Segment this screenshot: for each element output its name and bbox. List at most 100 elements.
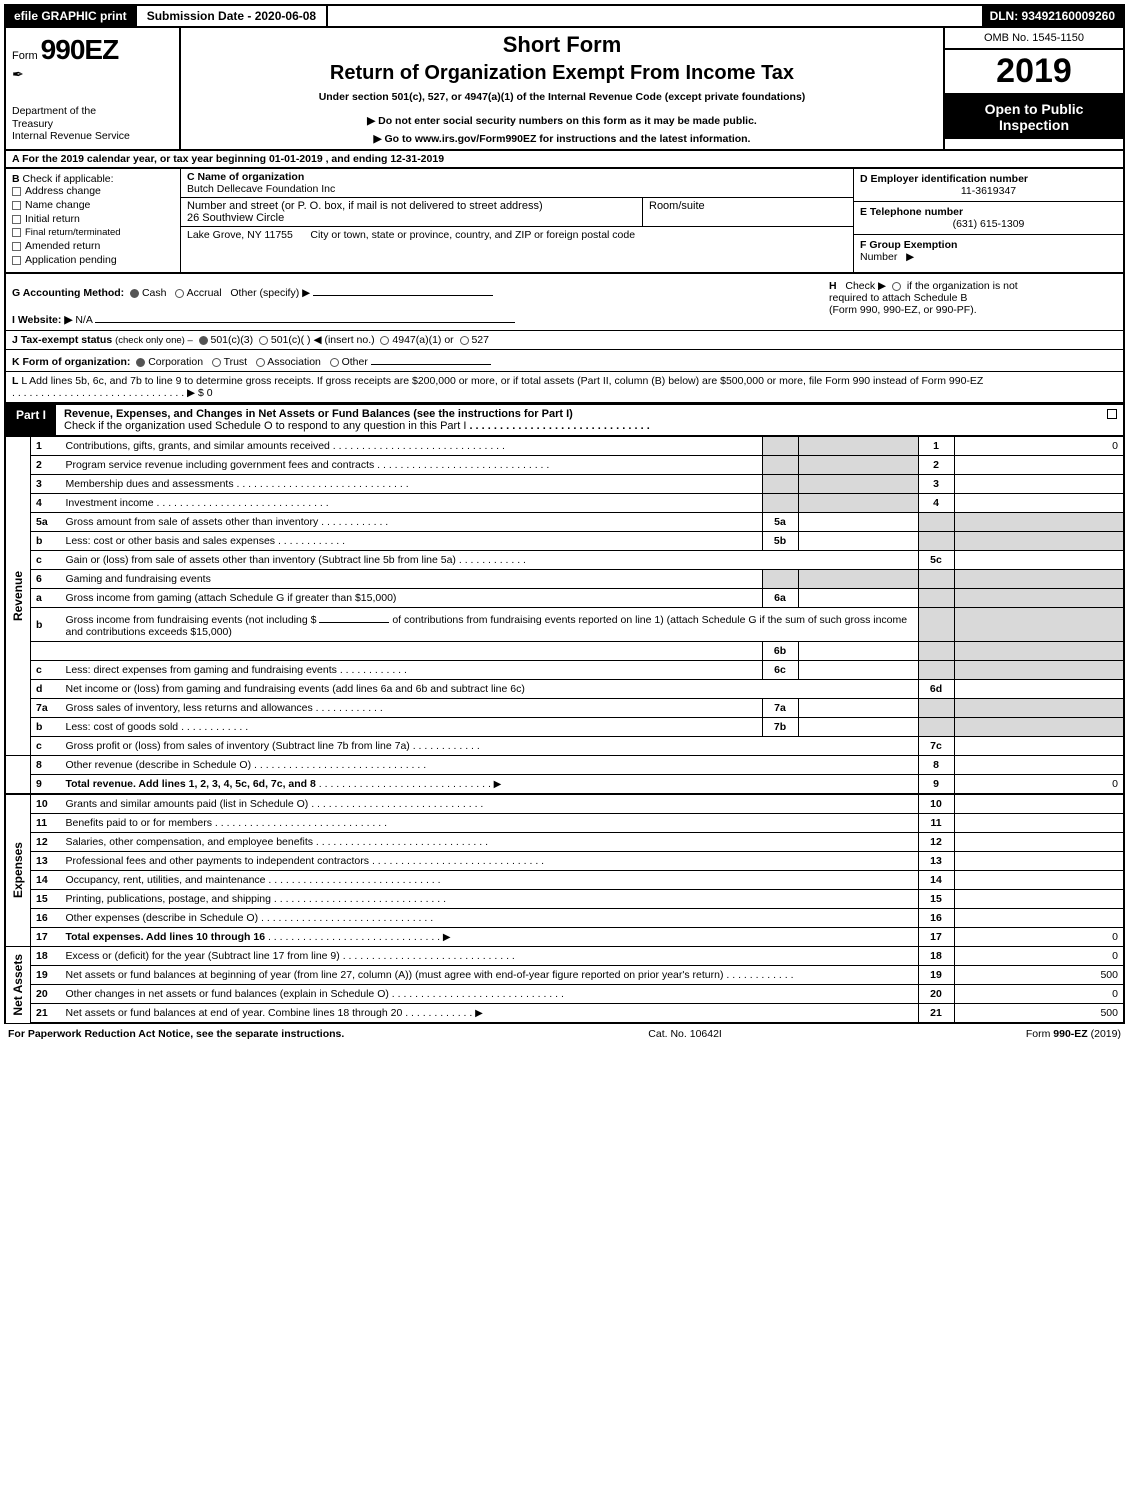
line-box: 12 — [918, 833, 954, 852]
other-specify-field[interactable] — [313, 284, 493, 296]
line-val — [954, 852, 1124, 871]
top-bar: efile GRAPHIC print Submission Date - 20… — [4, 4, 1125, 28]
line-desc: Gaming and fundraising events — [61, 570, 763, 589]
table-row: 20 Other changes in net assets or fund b… — [5, 985, 1124, 1004]
sub-val — [798, 661, 918, 680]
accounting-label: G Accounting Method: — [12, 287, 124, 299]
line-desc: Net income or (loss) from gaming and fun… — [66, 683, 525, 695]
line-val — [954, 551, 1124, 570]
line-val: 0 — [954, 947, 1124, 966]
section-def: D Employer identification number 11-3619… — [853, 169, 1123, 272]
line-desc: Gross amount from sale of assets other t… — [66, 516, 319, 528]
table-row: 2 Program service revenue including gove… — [5, 456, 1124, 475]
efile-label: efile GRAPHIC print — [6, 6, 135, 26]
line-val — [954, 756, 1124, 775]
radio-cash[interactable] — [130, 289, 139, 298]
sub-val — [798, 642, 918, 661]
line-desc: Occupancy, rent, utilities, and maintena… — [66, 874, 266, 886]
radio-501c3[interactable] — [199, 336, 208, 345]
table-row: c Gross profit or (loss) from sales of i… — [5, 737, 1124, 756]
footer-left: For Paperwork Reduction Act Notice, see … — [8, 1028, 344, 1040]
table-row: 7a Gross sales of inventory, less return… — [5, 699, 1124, 718]
j-4947: 4947(a)(1) or — [392, 334, 453, 346]
section-b-label: B — [12, 173, 20, 185]
radio-corp[interactable] — [136, 358, 145, 367]
section-j: J Tax-exempt status (check only one) – 5… — [4, 331, 1125, 350]
radio-501c[interactable] — [259, 336, 268, 345]
part-1-check-line: Check if the organization used Schedule … — [64, 420, 466, 432]
radio-527[interactable] — [460, 336, 469, 345]
checkbox-final-return[interactable] — [12, 228, 21, 237]
return-title: Return of Organization Exempt From Incom… — [189, 62, 935, 85]
checkbox-amended[interactable] — [12, 242, 21, 251]
form-number: Form 990EZ — [12, 34, 173, 66]
line-box: 11 — [918, 814, 954, 833]
table-row: d Net income or (loss) from gaming and f… — [5, 680, 1124, 699]
header-mid: Short Form Return of Organization Exempt… — [181, 28, 943, 149]
k-corp: Corporation — [148, 356, 203, 368]
line-num: 8 — [31, 756, 61, 775]
fundraising-amount-field[interactable] — [319, 611, 389, 623]
part-1-title: Revenue, Expenses, and Changes in Net As… — [56, 405, 1101, 435]
l-dots — [12, 387, 184, 399]
checkbox-name-change[interactable] — [12, 201, 21, 210]
line-num: 3 — [31, 475, 61, 494]
line-val — [954, 814, 1124, 833]
h-checkbox[interactable] — [892, 282, 901, 291]
table-row: 5a Gross amount from sale of assets othe… — [5, 513, 1124, 532]
j-tail: (check only one) – — [115, 335, 193, 346]
table-row: 9 Total revenue. Add lines 1, 2, 3, 4, 5… — [5, 775, 1124, 795]
radio-4947[interactable] — [380, 336, 389, 345]
website-label: I Website: ▶ — [12, 314, 72, 326]
line-num: 21 — [31, 1004, 61, 1024]
opt-amended: Amended return — [25, 240, 100, 252]
checkbox-initial-return[interactable] — [12, 215, 21, 224]
line-desc: Net assets or fund balances at end of ye… — [66, 1007, 403, 1019]
line-box: 13 — [918, 852, 954, 871]
k-assoc: Association — [267, 356, 321, 368]
room-suite-label: Room/suite — [649, 200, 847, 212]
j-527: 527 — [471, 334, 489, 346]
section-a-row: A For the 2019 calendar year, or tax yea… — [4, 151, 1125, 168]
line-num: 10 — [31, 794, 61, 814]
l-text: L Add lines 5b, 6c, and 7b to line 9 to … — [21, 375, 983, 387]
radio-korther[interactable] — [330, 358, 339, 367]
line-desc: Grants and similar amounts paid (list in… — [66, 798, 309, 810]
k-trust: Trust — [224, 356, 248, 368]
radio-trust[interactable] — [212, 358, 221, 367]
h-text-4: (Form 990, 990-EZ, or 990-PF). — [829, 304, 977, 316]
line-box: 19 — [918, 966, 954, 985]
radio-assoc[interactable] — [256, 358, 265, 367]
line-desc: Benefits paid to or for members — [66, 817, 212, 829]
line-val — [954, 494, 1124, 513]
line-num: 12 — [31, 833, 61, 852]
line-desc: Total revenue. Add lines 1, 2, 3, 4, 5c,… — [66, 778, 316, 790]
h-check-arrow: Check ▶ — [845, 280, 886, 292]
omb-number: OMB No. 1545-1150 — [945, 28, 1123, 50]
line-desc: Less: cost or other basis and sales expe… — [66, 535, 276, 547]
section-l: L L Add lines 5b, 6c, and 7b to line 9 t… — [4, 372, 1125, 404]
table-row: 13 Professional fees and other payments … — [5, 852, 1124, 871]
line-val — [954, 680, 1124, 699]
part-1-checkbox[interactable] — [1107, 409, 1117, 419]
department-block: Department of the Treasury Internal Reve… — [12, 105, 173, 143]
website-underline — [95, 311, 515, 323]
sub-box: 7b — [762, 718, 798, 737]
ein-value: 11-3619347 — [860, 185, 1117, 197]
checkbox-pending[interactable] — [12, 256, 21, 265]
part-1-badge: Part I — [6, 405, 56, 435]
part-1-title-text: Revenue, Expenses, and Changes in Net As… — [64, 408, 573, 420]
header-left: Form 990EZ ✒ Department of the Treasury … — [6, 28, 181, 149]
line-num: d — [31, 680, 61, 699]
line-desc: Contributions, gifts, grants, and simila… — [66, 440, 330, 452]
line-box: 4 — [918, 494, 954, 513]
ein-label: D Employer identification number — [860, 173, 1117, 185]
line-desc: Less: direct expenses from gaming and fu… — [66, 664, 337, 676]
k-other-field[interactable] — [371, 353, 491, 365]
open-to-public: Open to Public Inspection — [945, 95, 1123, 139]
line-desc: Other expenses (describe in Schedule O) — [66, 912, 259, 924]
checkbox-address-change[interactable] — [12, 187, 21, 196]
line-num: 15 — [31, 890, 61, 909]
line-num: 20 — [31, 985, 61, 1004]
radio-accrual[interactable] — [175, 289, 184, 298]
